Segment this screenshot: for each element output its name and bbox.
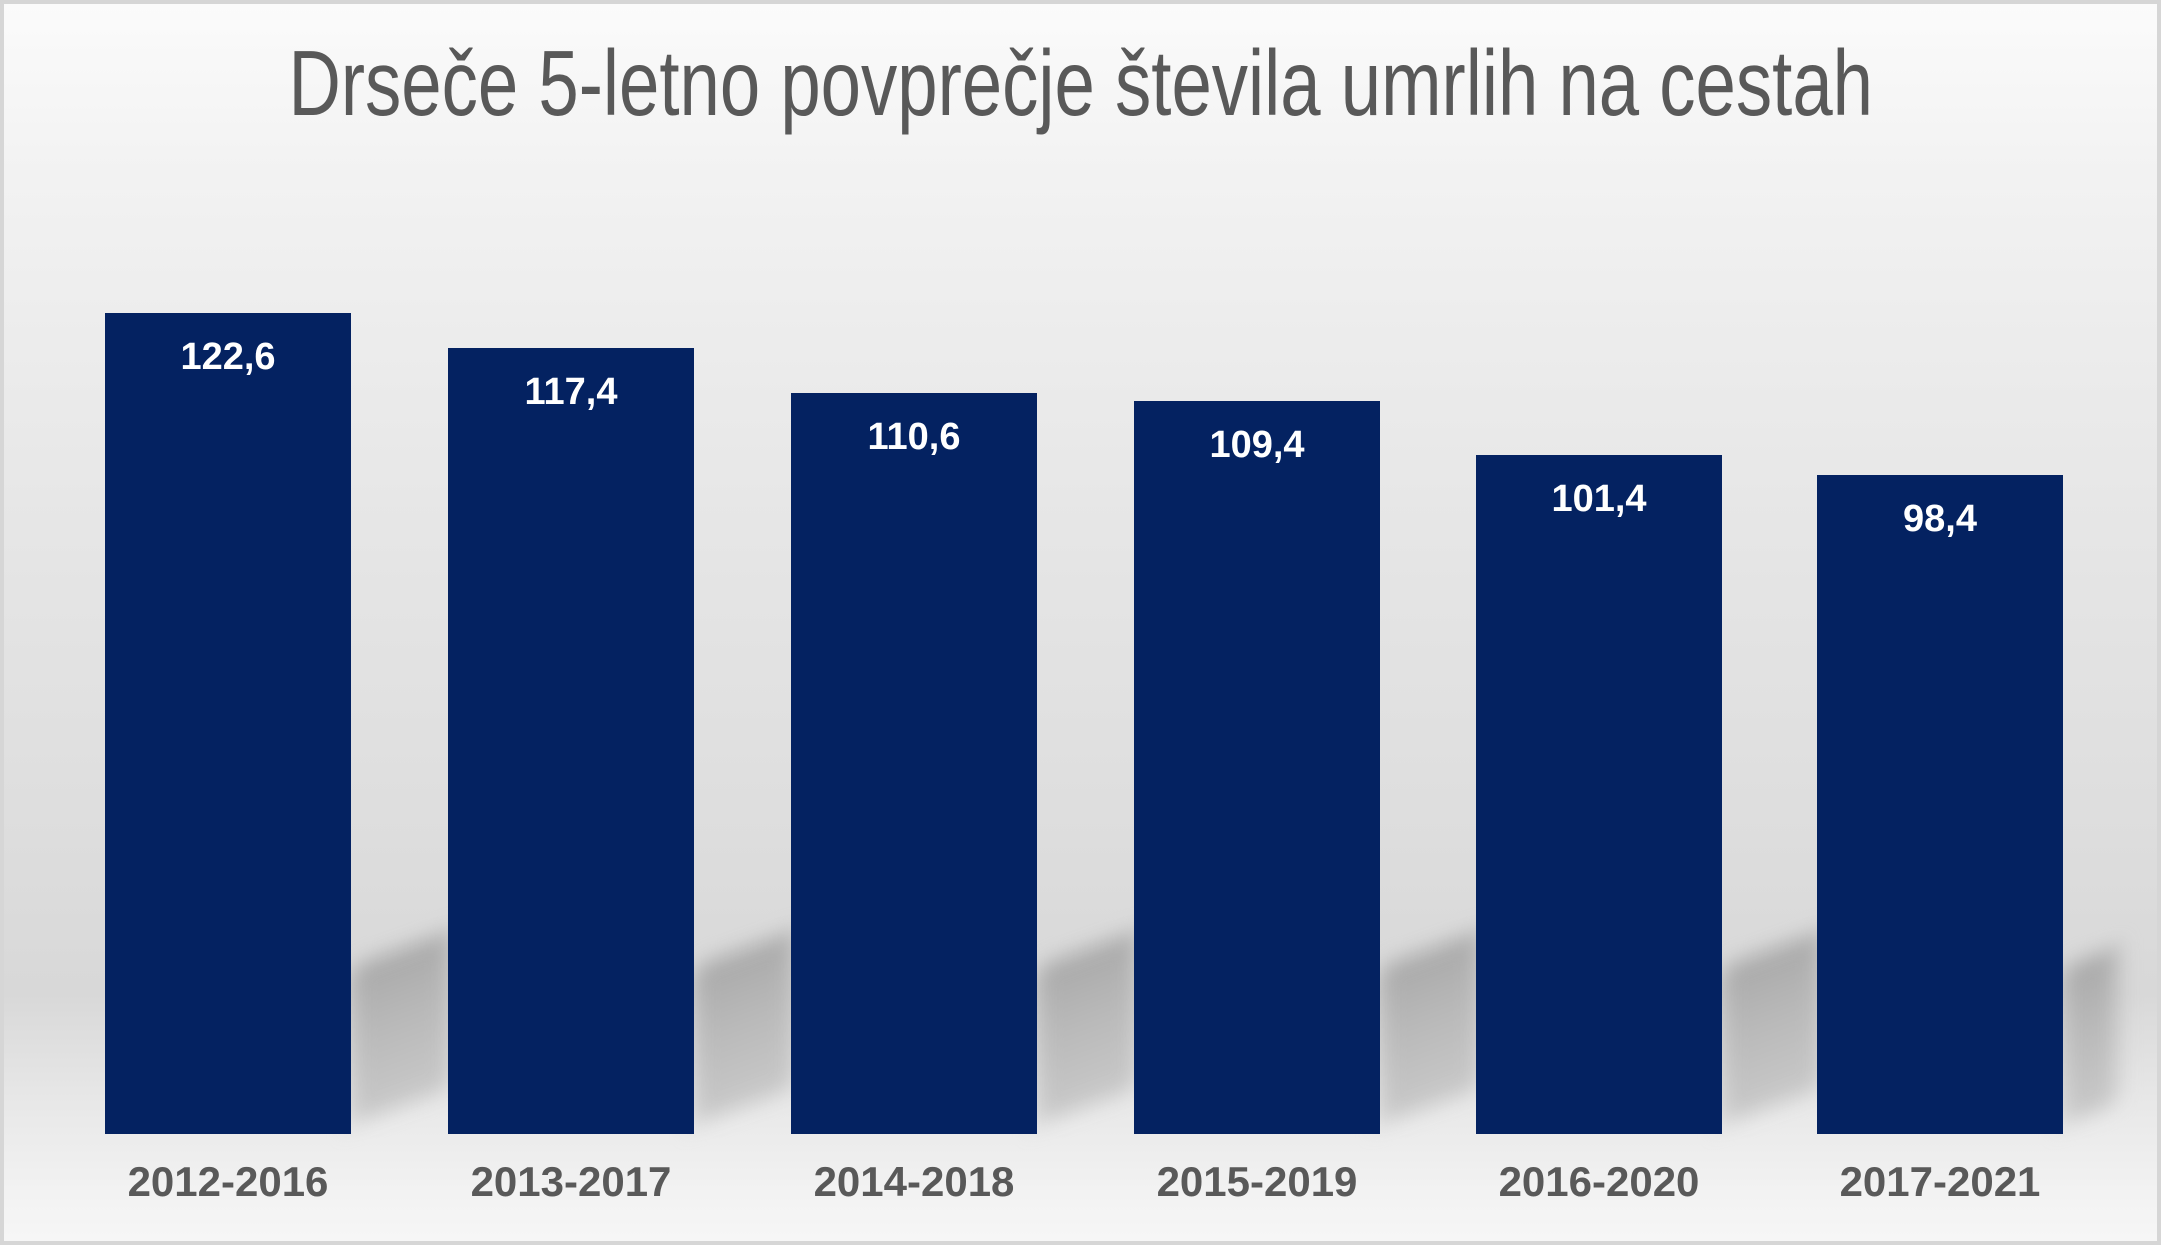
bar: 98,4 bbox=[1817, 475, 2063, 1134]
category-label: 2012-2016 bbox=[127, 1158, 329, 1205]
bar-value-label: 98,4 bbox=[1903, 498, 1977, 540]
bar: 122,6 bbox=[105, 313, 351, 1134]
category-label: 2014-2018 bbox=[813, 1158, 1015, 1205]
bar-value-label: 110,6 bbox=[867, 416, 961, 458]
plot-area: 122,6 2012-2016 117,4 2013-2017 110,6 2014-20… bbox=[4, 4, 2157, 1241]
chart-title: Drseče 5-letno povprečje števila umrlih … bbox=[288, 31, 1873, 135]
category-label: 2017-2021 bbox=[1839, 1158, 2041, 1205]
bar: 101,4 bbox=[1476, 455, 1722, 1134]
category-label: 2013-2017 bbox=[470, 1158, 672, 1205]
bar-shadow bbox=[1722, 930, 1822, 1124]
bar-shadow bbox=[1037, 930, 1137, 1124]
bar-shadow bbox=[2063, 947, 2117, 1124]
bar-shadow bbox=[1380, 930, 1480, 1124]
bar-value-label: 101,4 bbox=[1551, 478, 1647, 520]
bar-shadow bbox=[351, 930, 451, 1124]
bar-value-label: 122,6 bbox=[180, 336, 276, 378]
bar-value-label: 117,4 bbox=[524, 371, 618, 413]
bar-value-label: 109,4 bbox=[1209, 424, 1305, 466]
bar: 117,4 bbox=[448, 348, 694, 1134]
title-row: Drseče 5-letno povprečje števila umrlih … bbox=[4, 31, 2157, 135]
category-label: 2016-2020 bbox=[1498, 1158, 1700, 1205]
bar: 110,6 bbox=[791, 393, 1037, 1134]
bar: 109,4 bbox=[1134, 401, 1380, 1134]
bar-shadow bbox=[694, 930, 794, 1124]
category-label: 2015-2019 bbox=[1156, 1158, 1358, 1205]
